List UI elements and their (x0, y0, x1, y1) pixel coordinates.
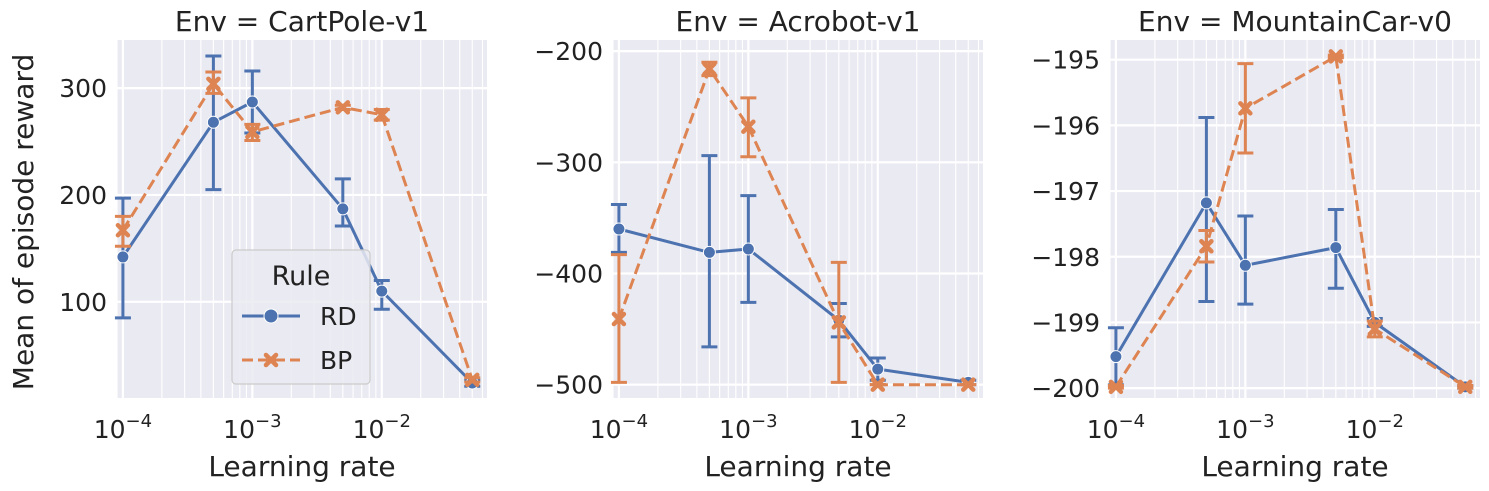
data-point (1238, 258, 1252, 272)
data-point (375, 284, 389, 298)
x-tick-label: 10−2 (1346, 411, 1404, 444)
data-point (871, 362, 885, 376)
x-tick-label: 10−2 (353, 411, 411, 444)
y-tick-label: −200 (534, 37, 603, 66)
x-tick-label: 10−4 (94, 411, 152, 444)
x-axis-label: Learning rate (208, 450, 395, 483)
y-tick-label: 300 (59, 74, 107, 103)
data-point (465, 372, 480, 388)
data-point (1199, 196, 1213, 210)
x-tick-label: 10−3 (719, 411, 777, 444)
legend-marker (263, 308, 279, 324)
y-tick-label: 200 (59, 181, 107, 210)
y-tick-label: −197 (1031, 177, 1100, 206)
data-point (1238, 101, 1253, 116)
data-point (741, 119, 756, 134)
data-point (961, 377, 976, 392)
data-point (1458, 379, 1473, 395)
legend-label: RD (320, 302, 357, 331)
series-line (121, 82, 474, 381)
panel-title: Env = MountainCar-v0 (1138, 5, 1452, 38)
x-tick-label: 10−3 (1216, 411, 1274, 444)
panel-title: Env = Acrobot-v1 (676, 5, 921, 38)
data-point (374, 107, 390, 123)
data-point (702, 245, 716, 259)
data-point (1329, 241, 1343, 255)
x-tick-label: 10−3 (223, 411, 281, 444)
series-line (121, 100, 474, 385)
data-point (611, 311, 627, 327)
panel-3: 10−4 10−3 10−2 −195 −196 −197 −198 −199 −200 Env … (1031, 5, 1480, 483)
y-axis-label: Mean of episode reward (7, 54, 40, 390)
x-tick-label: 10−4 (1087, 411, 1145, 444)
data-point (1108, 379, 1124, 395)
series-line (1114, 54, 1467, 389)
y-tick-label: −200 (1031, 374, 1100, 403)
data-point (741, 242, 755, 256)
series-line (618, 227, 969, 384)
data-point (1367, 321, 1383, 337)
data-point (206, 76, 221, 92)
legend-box (231, 249, 371, 385)
data-point (831, 315, 847, 330)
legend-marker (263, 352, 279, 368)
x-tick-label: 10−4 (590, 411, 648, 444)
data-point (245, 95, 259, 109)
y-tick-label: −196 (1031, 111, 1100, 140)
series-bp (610, 60, 977, 392)
y-tick-label: −195 (1031, 46, 1100, 75)
data-point (115, 222, 131, 238)
data-point (702, 61, 717, 77)
y-tick-label: −400 (534, 259, 603, 288)
y-tick-label: −199 (1031, 308, 1100, 337)
series-line (1114, 201, 1467, 389)
data-point (245, 124, 260, 140)
data-point (1328, 49, 1344, 64)
y-tick-label: −500 (534, 371, 603, 400)
panel-title: Env = CartPole-v1 (175, 5, 429, 38)
y-tick-label: 100 (59, 288, 107, 317)
x-axis-label: Learning rate (704, 450, 891, 483)
panel-2: 10−4 10−3 10−2 −200 −300 −400 −500 Env = Acrobo… (534, 5, 983, 483)
data-point (1109, 350, 1123, 364)
series-bp (1107, 49, 1474, 395)
data-point (1199, 239, 1214, 254)
data-point (116, 250, 130, 264)
y-tick-label: −300 (534, 148, 603, 177)
y-tick-label: −198 (1031, 243, 1100, 272)
panel-1: 10−4 10−3 10−2 100 200 300 Env = CartPole-v1 Le… (59, 5, 487, 483)
data-point (335, 100, 351, 115)
x-axis-label: Learning rate (1201, 450, 1388, 483)
x-tick-label: 10−2 (849, 411, 907, 444)
data-point (612, 222, 626, 236)
data-point (870, 377, 886, 392)
series-bp (114, 70, 481, 388)
legend-label: BP (320, 346, 352, 375)
legend-title: Rule (272, 261, 331, 292)
plot-area (1110, 40, 1480, 398)
plot-area (613, 40, 983, 398)
legend: Rule RD BP (231, 249, 371, 385)
data-point (336, 202, 350, 216)
data-point (206, 115, 220, 129)
